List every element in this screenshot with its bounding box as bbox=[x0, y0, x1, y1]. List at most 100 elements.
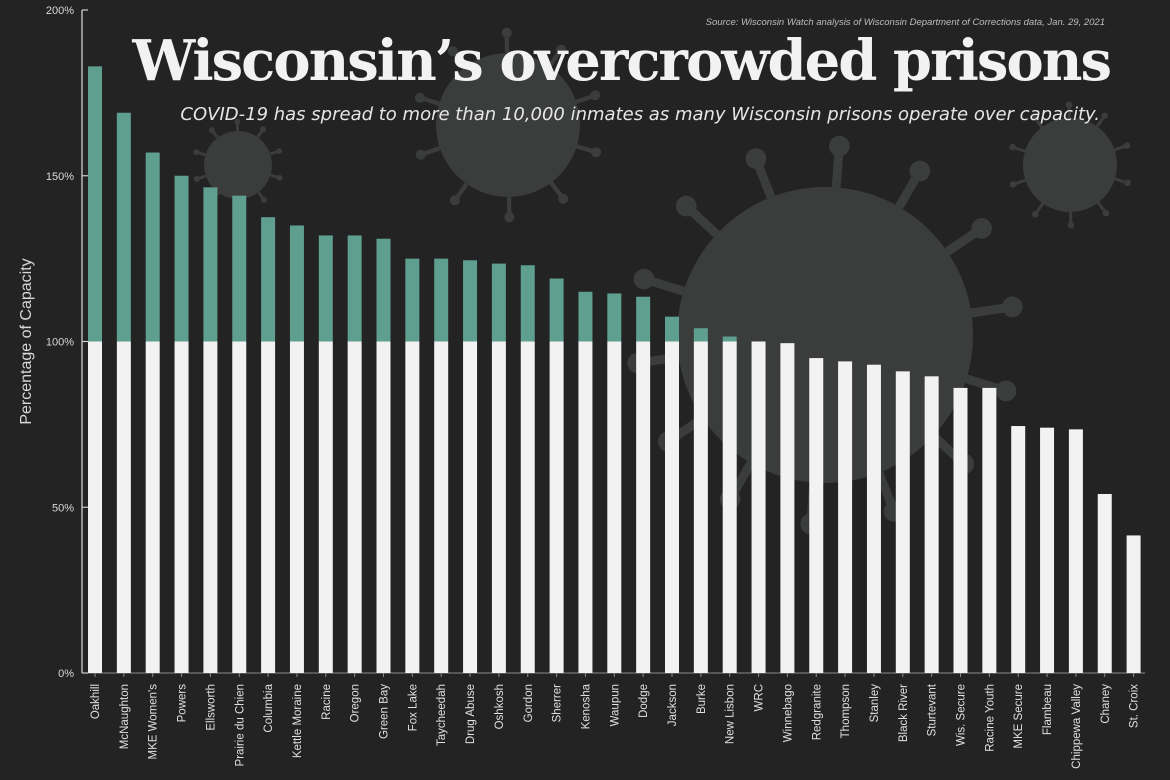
bar-over-capacity bbox=[491, 263, 506, 342]
bar-within-capacity bbox=[665, 341, 679, 673]
x-tick-label: St. Croix bbox=[1129, 684, 1141, 728]
chart-subtitle: COVID-19 has spread to more than 10,000 … bbox=[180, 104, 1100, 125]
virus-top bbox=[414, 27, 602, 223]
bar-within-capacity bbox=[693, 341, 708, 673]
x-tick-label: Racine bbox=[321, 684, 333, 720]
x-tick-label: Sturtevant bbox=[927, 683, 939, 736]
bar-within-capacity bbox=[261, 341, 276, 673]
bar-within-capacity bbox=[751, 341, 766, 673]
x-tick-label: Stanley bbox=[869, 684, 881, 723]
bar-within-capacity bbox=[116, 341, 131, 673]
x-tick-label: Powers bbox=[177, 684, 189, 723]
x-tick-label: Jackson bbox=[667, 684, 679, 726]
bar-within-capacity bbox=[636, 341, 651, 673]
y-axis-title: Percentage of Capacity bbox=[18, 258, 35, 424]
virus-right bbox=[1009, 101, 1131, 229]
bar-over-capacity bbox=[289, 225, 304, 342]
bar-over-capacity bbox=[88, 66, 102, 342]
x-tick-label: Redgranite bbox=[811, 684, 823, 740]
x-tick-label: Black River bbox=[898, 684, 910, 742]
y-tick-label: 100% bbox=[46, 337, 74, 349]
bar-over-capacity bbox=[578, 291, 593, 342]
bar-within-capacity bbox=[549, 341, 564, 673]
bar-within-capacity bbox=[722, 341, 737, 673]
y-tick-label: 50% bbox=[52, 502, 74, 514]
bar-within-capacity bbox=[953, 387, 968, 673]
x-tick-label: Chippewa Valley bbox=[1071, 684, 1083, 769]
bar-within-capacity bbox=[491, 341, 506, 673]
x-tick-label: Oregon bbox=[350, 684, 362, 722]
bar-over-capacity bbox=[693, 328, 708, 342]
bar-within-capacity bbox=[866, 364, 881, 673]
x-tick-label: Oshkosh bbox=[494, 684, 506, 729]
x-tick-label: Racine Youth bbox=[984, 684, 996, 752]
x-tick-label: Sherrer bbox=[552, 684, 564, 723]
x-tick-label: Thompson bbox=[840, 684, 852, 738]
x-tick-label: Waupun bbox=[609, 684, 621, 726]
bar-over-capacity bbox=[347, 235, 362, 342]
bar-within-capacity bbox=[347, 341, 362, 673]
x-axis-labels: Oakhill McNaughton MKE Women's Powers Ellswo… bbox=[90, 673, 1141, 769]
x-tick-label: Kenosha bbox=[580, 683, 592, 729]
bar-within-capacity bbox=[838, 361, 853, 673]
bar-over-capacity bbox=[318, 235, 333, 342]
bar-within-capacity bbox=[895, 371, 910, 673]
x-tick-label: Oakhill bbox=[90, 684, 102, 719]
axes: 0% 50% 100% 150% 200% Percentage of Capacity bbox=[18, 5, 1145, 680]
x-tick-label: New Lisbon bbox=[725, 684, 737, 744]
bar-within-capacity bbox=[463, 341, 478, 673]
bar-over-capacity bbox=[376, 238, 391, 342]
x-tick-label: Winnebago bbox=[782, 684, 794, 742]
x-tick-label: Dodge bbox=[638, 684, 650, 718]
x-tick-label: Green Bay bbox=[379, 684, 391, 739]
bar-within-capacity bbox=[1040, 427, 1055, 673]
bar-over-capacity bbox=[463, 260, 478, 342]
x-tick-label: WRC bbox=[754, 684, 766, 711]
bar-within-capacity bbox=[434, 341, 449, 673]
bar-within-capacity bbox=[289, 341, 304, 673]
bar-within-capacity bbox=[1068, 429, 1083, 673]
x-tick-label: Burke bbox=[696, 684, 708, 714]
bar-over-capacity bbox=[520, 265, 535, 342]
bar-over-capacity bbox=[116, 112, 131, 342]
bar-over-capacity bbox=[434, 258, 449, 342]
x-tick-label: Columbia bbox=[263, 683, 275, 732]
bar-within-capacity bbox=[1126, 535, 1141, 673]
bar-over-capacity bbox=[261, 217, 276, 342]
bar-over-capacity bbox=[145, 152, 160, 342]
bar-over-capacity bbox=[232, 195, 247, 342]
bar-within-capacity bbox=[145, 341, 160, 673]
chart-title: Wisconsin’s overcrowded prisons bbox=[132, 28, 1112, 94]
y-tick-label: 200% bbox=[46, 5, 74, 17]
x-tick-label: Taycheedah bbox=[436, 684, 448, 746]
x-tick-label: Ellsworth bbox=[205, 684, 217, 731]
bar-within-capacity bbox=[578, 341, 593, 673]
bar-within-capacity bbox=[174, 341, 189, 673]
bar-within-capacity bbox=[809, 358, 824, 673]
bar-within-capacity bbox=[318, 341, 333, 673]
bar-over-capacity bbox=[636, 296, 651, 342]
bar-within-capacity bbox=[924, 376, 939, 673]
bar-within-capacity bbox=[1097, 493, 1112, 673]
bar-within-capacity bbox=[982, 387, 997, 673]
x-tick-label: Prairie du Chien bbox=[234, 684, 246, 766]
bar-over-capacity bbox=[405, 258, 420, 342]
x-tick-label: Fox Lake bbox=[407, 684, 419, 731]
bar-within-capacity bbox=[405, 341, 420, 673]
bar-over-capacity bbox=[203, 187, 218, 342]
x-tick-label: Chaney bbox=[1100, 684, 1112, 724]
x-tick-label: MKE Women's bbox=[148, 684, 160, 760]
source-note: Source: Wisconsin Watch analysis of Wisc… bbox=[705, 17, 1105, 28]
y-tick-label: 0% bbox=[58, 668, 74, 680]
bar-within-capacity bbox=[376, 341, 391, 673]
y-axis-ticks: 0% 50% 100% 150% 200% bbox=[46, 5, 88, 680]
x-tick-label: MKE Secure bbox=[1013, 684, 1025, 749]
x-tick-label: Gordon bbox=[523, 684, 535, 722]
x-tick-label: McNaughton bbox=[119, 684, 131, 749]
bar-over-capacity bbox=[665, 316, 679, 342]
bar-over-capacity bbox=[549, 278, 564, 342]
bar-over-capacity bbox=[722, 336, 737, 342]
x-tick-label: Wis. Secure bbox=[956, 684, 968, 746]
bar-within-capacity bbox=[780, 343, 795, 673]
